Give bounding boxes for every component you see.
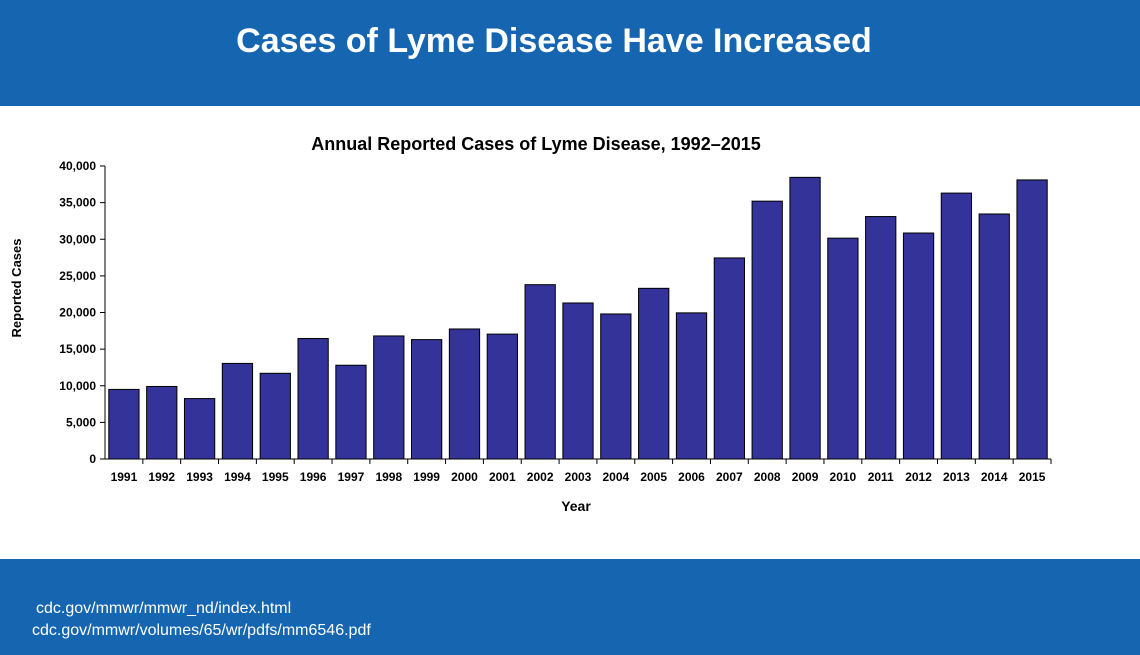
y-tick-label: 35,000 [59,196,96,210]
x-tick-label-1992: 1992 [148,470,175,484]
x-tick-label-1997: 1997 [338,470,365,484]
bar-2012 [902,232,935,460]
bar-1997 [335,364,367,460]
x-tick-label-2004: 2004 [602,470,629,484]
y-tick-label: 30,000 [59,232,96,246]
y-axis-label: Reported Cases [9,239,24,338]
bar-2005 [638,287,670,460]
x-tick-label-2014: 2014 [981,470,1008,484]
bar-chart: Annual Reported Cases of Lyme Disease, 1… [9,134,1052,514]
bar-2002 [524,284,556,460]
y-tick-label: 40,000 [59,159,96,173]
bar-2014 [978,213,1010,460]
slide-title: Cases of Lyme Disease Have Increased [236,22,872,60]
x-tick-label-2011: 2011 [868,470,894,484]
x-tick-label-2009: 2009 [792,470,819,484]
bar-2006 [675,312,708,460]
source-link-2[interactable]: cdc.gov/mmwr/volumes/65/wr/pdfs/mm6546.p… [32,622,371,639]
bar-2013 [940,192,973,460]
source-link-1[interactable]: cdc.gov/mmwr/mmwr_nd/index.html [36,600,292,617]
x-tick-label-2015: 2015 [1019,470,1046,484]
bar-1999 [411,339,443,460]
x-tick-label-2000: 2000 [451,470,478,484]
y-tick-label: 20,000 [59,306,96,320]
x-tick-label-2002: 2002 [527,470,554,484]
bar-1991 [108,388,140,460]
bar-1998 [373,335,405,460]
x-tick-label-1993: 1993 [186,470,213,484]
x-tick-label-1998: 1998 [375,470,402,484]
x-tick-label-2007: 2007 [716,470,743,484]
y-tick-label: 15,000 [59,342,96,356]
bar-1996 [297,338,329,460]
x-tick-label-2010: 2010 [830,470,857,484]
bar-2010 [827,237,859,460]
x-tick-label-2006: 2006 [678,470,705,484]
x-tick-label-1991: 1991 [111,470,138,484]
bar-2001 [486,333,518,460]
x-axis-label: Year [561,498,591,514]
source-banner: cdc.gov/mmwr/mmwr_nd/index.html cdc.gov/… [0,559,1140,655]
x-tick-label-1994: 1994 [224,470,251,484]
bar-2003 [562,302,594,460]
title-banner: Cases of Lyme Disease Have Increased [0,0,1140,106]
x-tick-label-1999: 1999 [413,470,440,484]
bar-2011 [865,216,897,460]
x-tick-label-2003: 2003 [565,470,592,484]
bar-2009 [789,176,821,460]
x-tick-label-1996: 1996 [300,470,327,484]
y-tick-label: 0 [89,452,96,466]
bar-2007 [713,257,745,460]
bar-2015 [1016,179,1048,460]
y-tick-label: 5,000 [66,415,96,429]
x-tick-label-2005: 2005 [640,470,667,484]
x-tick-label-1995: 1995 [262,470,289,484]
x-tick-label-2001: 2001 [489,470,516,484]
bar-1993 [183,398,216,460]
bar-1992 [146,385,178,460]
bar-2000 [448,328,481,460]
x-tick-label-2008: 2008 [754,470,781,484]
bar-2008 [751,200,783,460]
y-tick-label: 10,000 [59,379,96,393]
bar-2004 [600,313,632,460]
bar-1995 [259,372,291,460]
x-tick-label-2012: 2012 [905,470,932,484]
bar-1994 [221,362,254,460]
y-tick-label: 25,000 [59,269,96,283]
x-tick-label-2013: 2013 [943,470,970,484]
chart-title: Annual Reported Cases of Lyme Disease, 1… [311,134,761,154]
